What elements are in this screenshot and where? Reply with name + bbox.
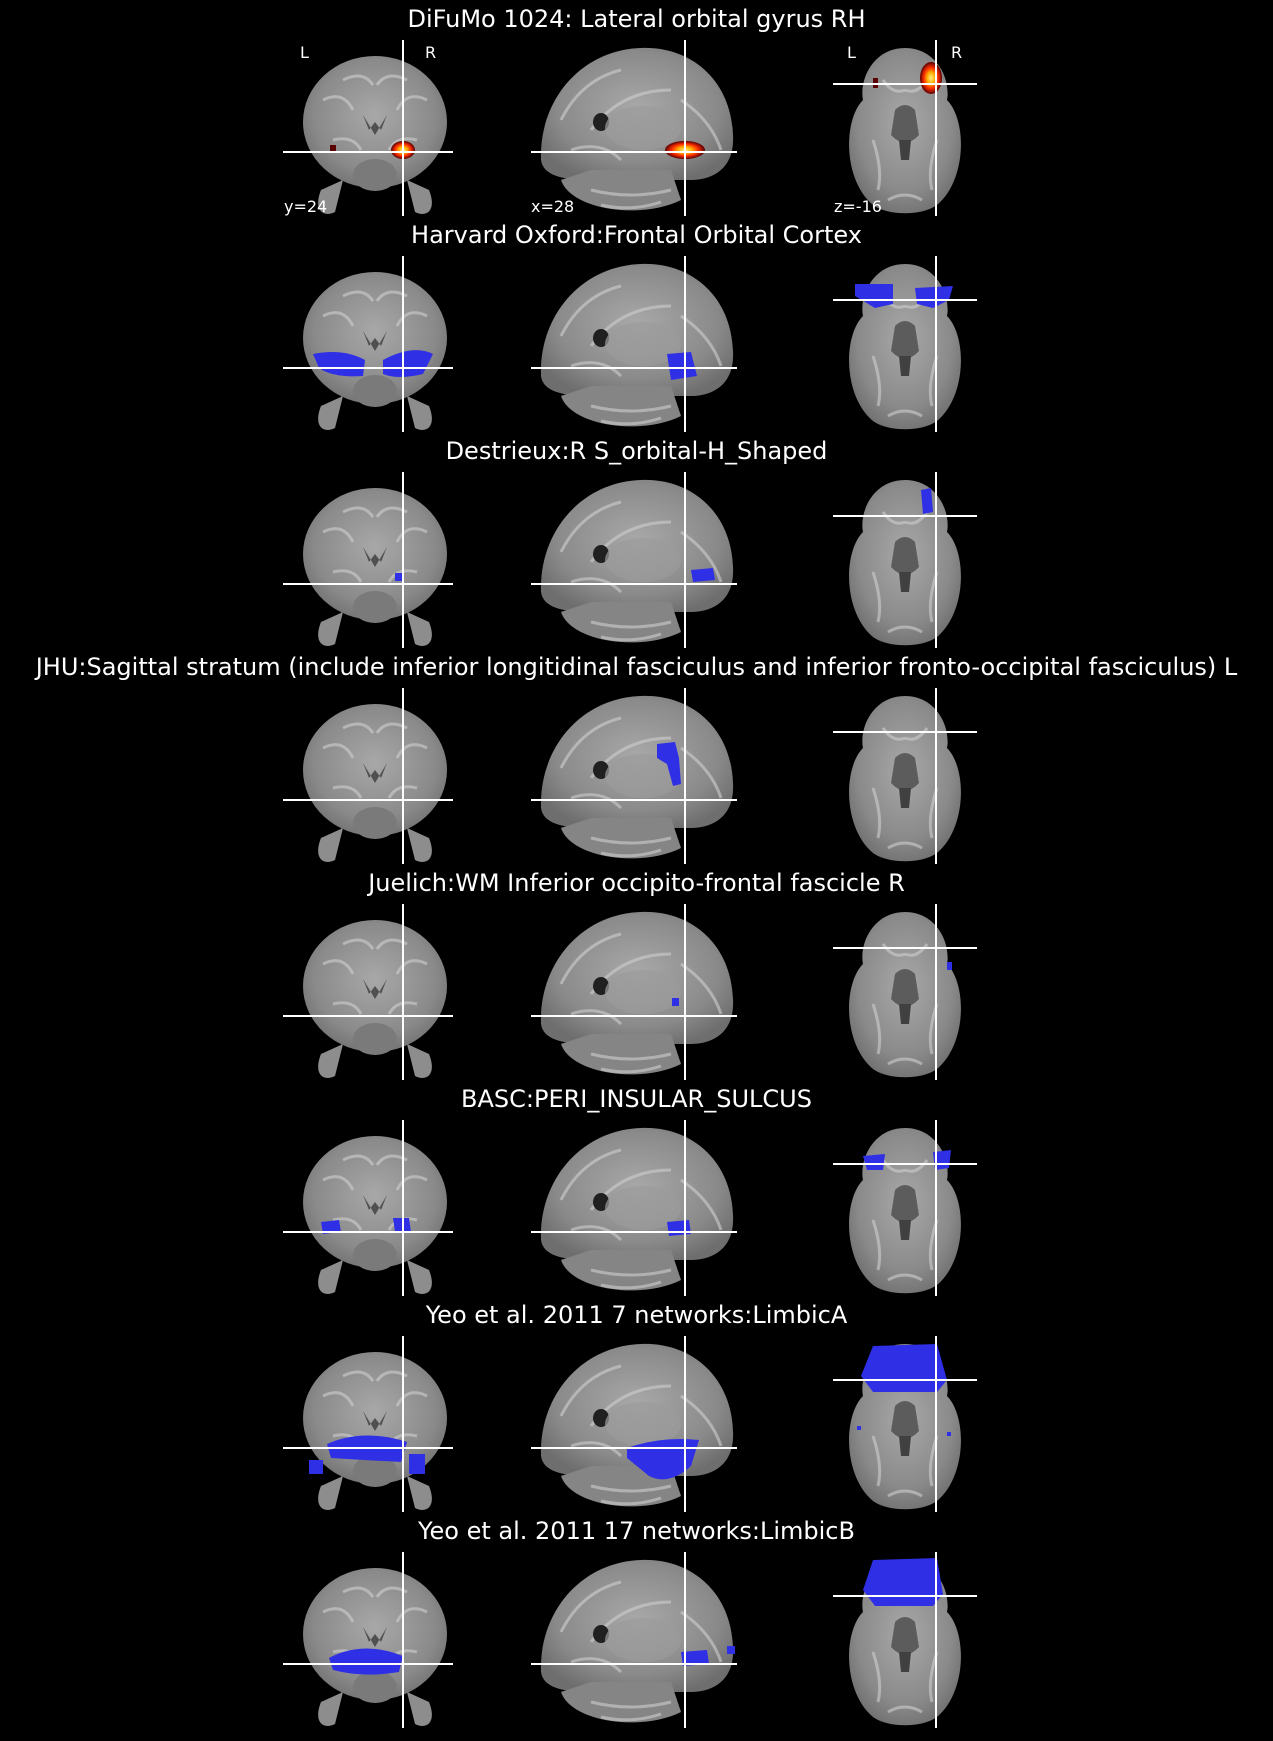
brain-slices-icon bbox=[531, 904, 737, 1080]
atlas-overlay bbox=[672, 998, 679, 1006]
atlas-row: Juelich:WM Inferior occipito-frontal fas… bbox=[0, 864, 1273, 1080]
atlas-overlay bbox=[947, 962, 952, 970]
axial-slice-panel bbox=[833, 40, 977, 216]
row-title: Juelich:WM Inferior occipito-frontal fas… bbox=[368, 869, 905, 897]
atlas-overlay bbox=[691, 568, 715, 582]
brain-slices-icon bbox=[833, 904, 977, 1080]
atlas-overlay bbox=[329, 1648, 403, 1675]
axial-slice-panel bbox=[833, 1336, 977, 1512]
brain-slices-icon bbox=[283, 256, 453, 432]
row-title: JHU:Sagittal stratum (include inferior l… bbox=[35, 653, 1238, 681]
brain-slices-icon bbox=[531, 472, 737, 648]
sagittal-slice-panel bbox=[531, 256, 737, 432]
atlas-overlay bbox=[855, 284, 953, 308]
atlas-overlay bbox=[681, 1646, 735, 1666]
slice-coordinate-label: z=-16 bbox=[834, 197, 882, 216]
brain-slices-icon bbox=[531, 688, 737, 864]
brain-slices-icon bbox=[283, 40, 453, 216]
atlas-overlay bbox=[863, 1558, 943, 1606]
atlas-row: Yeo et al. 2011 7 networks:LimbicA bbox=[0, 1296, 1273, 1512]
coronal-slice-panel bbox=[283, 904, 453, 1080]
axial-slice-panel bbox=[833, 688, 977, 864]
atlas-overlay bbox=[667, 1220, 691, 1236]
brain-slices-icon bbox=[833, 1552, 977, 1728]
brain-slices-icon bbox=[833, 688, 977, 864]
row-title: DiFuMo 1024: Lateral orbital gyrus RH bbox=[407, 5, 866, 33]
atlas-row: JHU:Sagittal stratum (include inferior l… bbox=[0, 648, 1273, 864]
row-title: Yeo et al. 2011 17 networks:LimbicB bbox=[418, 1517, 855, 1545]
sagittal-slice-panel bbox=[531, 904, 737, 1080]
coronal-slice-panel bbox=[283, 688, 453, 864]
atlas-row: Yeo et al. 2011 17 networks:LimbicB bbox=[0, 1512, 1273, 1728]
atlas-row: Destrieux:R S_orbital-H_Shaped bbox=[0, 432, 1273, 648]
axial-slice-panel bbox=[833, 1120, 977, 1296]
atlas-row: Harvard Oxford:Frontal Orbital Cortex bbox=[0, 216, 1273, 432]
orientation-left-label: L bbox=[847, 43, 856, 62]
brain-slices-icon bbox=[531, 256, 737, 432]
row-title: BASC:PERI_INSULAR_SULCUS bbox=[461, 1085, 812, 1113]
axial-slice-panel bbox=[833, 1552, 977, 1728]
orientation-right-label: R bbox=[425, 43, 437, 62]
brain-slices-icon bbox=[531, 1336, 737, 1512]
brain-slices-icon bbox=[531, 40, 737, 216]
sagittal-slice-panel bbox=[531, 688, 737, 864]
row-title: Destrieux:R S_orbital-H_Shaped bbox=[445, 437, 828, 465]
atlas-overlay bbox=[667, 352, 697, 380]
slice-coordinate-label: y=24 bbox=[284, 197, 328, 216]
brain-slices-icon bbox=[531, 1552, 737, 1728]
atlas-overlay bbox=[627, 1439, 699, 1480]
coronal-slice-panel bbox=[283, 40, 453, 216]
row-title: Harvard Oxford:Frontal Orbital Cortex bbox=[411, 221, 862, 249]
axial-slice-panel bbox=[833, 256, 977, 432]
sagittal-slice-panel bbox=[531, 1120, 737, 1296]
axial-slice-panel bbox=[833, 904, 977, 1080]
atlas-overlay bbox=[313, 350, 433, 377]
sagittal-slice-panel bbox=[531, 1552, 737, 1728]
slice-coordinate-label: x=28 bbox=[531, 197, 575, 216]
atlas-overlay bbox=[921, 488, 933, 514]
brain-slices-icon bbox=[283, 904, 453, 1080]
coronal-slice-panel bbox=[283, 1552, 453, 1728]
brain-slices-icon bbox=[283, 1120, 453, 1296]
brain-slices-icon bbox=[833, 256, 977, 432]
atlas-row: DiFuMo 1024: Lateral orbital gyrus RH L R L… bbox=[0, 0, 1273, 216]
brain-slices-icon bbox=[833, 40, 977, 216]
brain-slices-icon bbox=[833, 1120, 977, 1296]
coronal-slice-panel bbox=[283, 1120, 453, 1296]
orientation-left-label: L bbox=[300, 43, 309, 62]
orientation-right-label: R bbox=[951, 43, 963, 62]
axial-slice-panel bbox=[833, 472, 977, 648]
atlas-overlay bbox=[395, 573, 403, 581]
brain-slices-icon bbox=[833, 472, 977, 648]
coronal-slice-panel bbox=[283, 472, 453, 648]
sagittal-slice-panel bbox=[531, 472, 737, 648]
brain-slices-icon bbox=[531, 1120, 737, 1296]
brain-slices-icon bbox=[283, 688, 453, 864]
brain-slices-icon bbox=[833, 1336, 977, 1512]
brain-slices-icon bbox=[283, 1336, 453, 1512]
sagittal-slice-panel bbox=[531, 1336, 737, 1512]
coronal-slice-panel bbox=[283, 1336, 453, 1512]
sagittal-slice-panel bbox=[531, 40, 737, 216]
brain-slices-icon bbox=[283, 472, 453, 648]
brain-slices-icon bbox=[283, 1552, 453, 1728]
atlas-overlay bbox=[657, 742, 681, 786]
row-title: Yeo et al. 2011 7 networks:LimbicA bbox=[425, 1301, 848, 1329]
coronal-slice-panel bbox=[283, 256, 453, 432]
atlas-row: BASC:PERI_INSULAR_SULCUS bbox=[0, 1080, 1273, 1296]
